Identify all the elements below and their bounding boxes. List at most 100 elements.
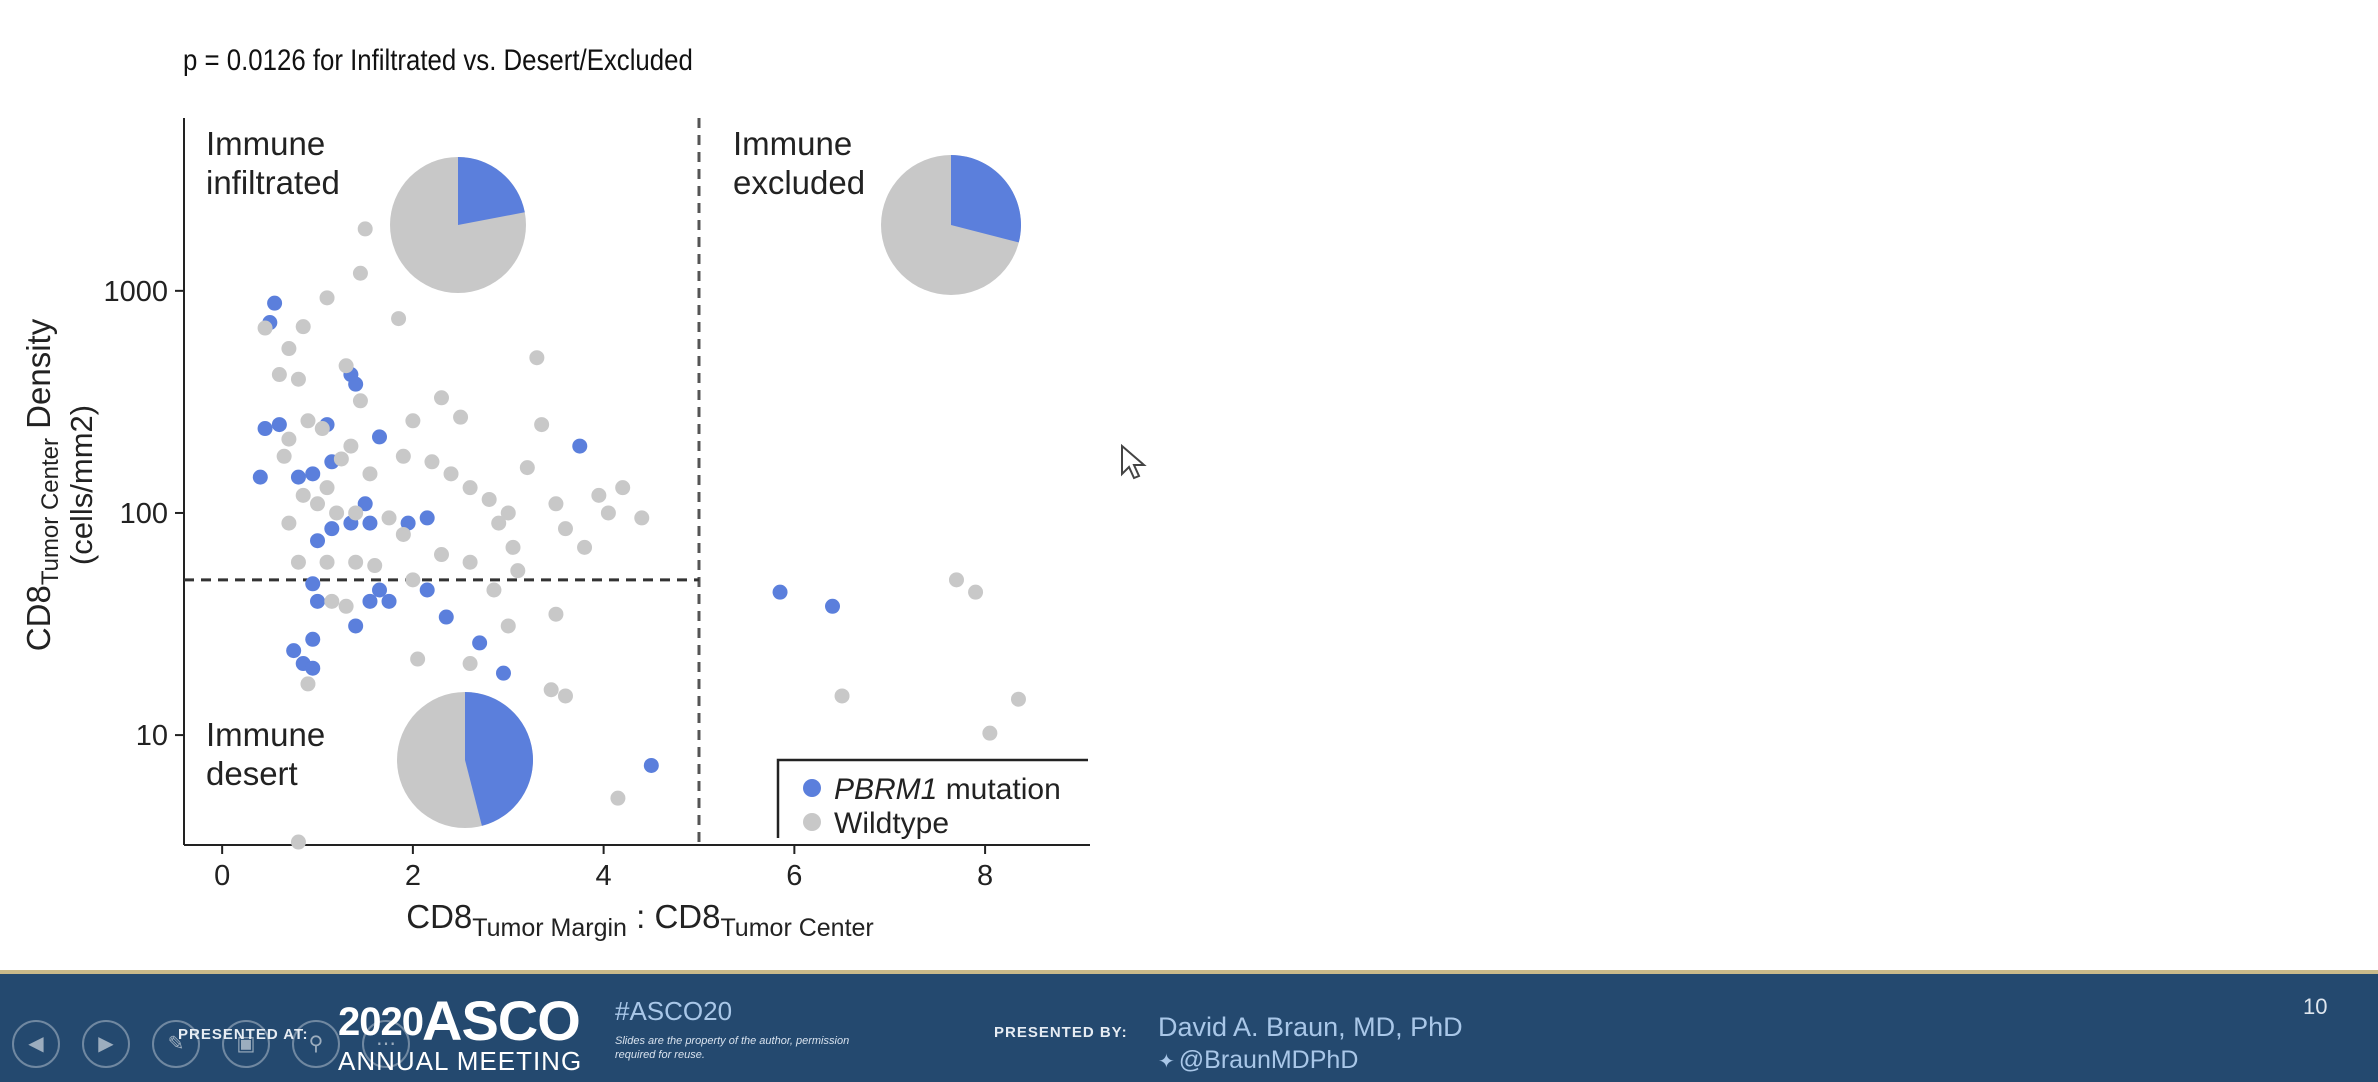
pie-mutation-slice-desert	[465, 692, 533, 826]
wildtype-point	[381, 510, 397, 526]
wildtype-point	[968, 584, 984, 600]
disclaimer: Slides are the property of the author, p…	[615, 1035, 850, 1061]
wildtype-point	[405, 413, 421, 429]
quadrant-label-infiltrated: Immune	[206, 125, 325, 162]
x-axis-title: CD8Tumor Margin : CD8Tumor Center	[406, 898, 874, 942]
wildtype-point	[462, 656, 478, 672]
y-axis-title-line1: CD8Tumor Center Density	[20, 318, 64, 651]
x-tick-label: 8	[977, 860, 993, 892]
y-tick-label: 100	[120, 498, 168, 530]
hashtag: #ASCO20	[615, 996, 733, 1026]
mutation-point	[472, 635, 488, 651]
wildtype-point	[367, 558, 383, 574]
wildtype-point	[610, 790, 626, 806]
wildtype-point	[338, 358, 354, 374]
wildtype-point	[324, 593, 340, 609]
mutation-point	[372, 429, 388, 445]
mutation-point	[495, 665, 511, 681]
wildtype-point	[257, 320, 273, 336]
mutation-point	[267, 295, 283, 311]
y-tick-label: 10	[136, 720, 168, 752]
wildtype-point	[491, 515, 507, 531]
wildtype-point	[410, 651, 426, 667]
wildtype-point	[290, 371, 306, 387]
presented-by-label: PRESENTED BY:	[994, 1024, 1128, 1041]
mutation-point	[362, 593, 378, 609]
wildtype-point	[348, 505, 364, 521]
slides-grid-button[interactable]: ▣	[222, 1020, 270, 1068]
wildtype-point	[290, 554, 306, 570]
mutation-point	[290, 469, 306, 485]
wildtype-point	[500, 618, 516, 634]
wildtype-point	[300, 676, 316, 692]
legend-label: Wildtype	[834, 807, 949, 840]
chart-marks	[252, 221, 1026, 850]
mutation-point	[348, 376, 364, 392]
wildtype-point	[948, 572, 964, 588]
wildtype-point	[433, 547, 449, 563]
x-tick-label: 6	[786, 860, 802, 892]
wildtype-point	[557, 688, 573, 704]
wildtype-point	[548, 496, 564, 512]
next-icon: ▶	[98, 1033, 114, 1055]
mutation-point	[357, 496, 373, 512]
wildtype-point	[295, 319, 311, 335]
y-tick-label: 1000	[103, 276, 168, 308]
wildtype-point	[462, 554, 478, 570]
wildtype-point	[319, 290, 335, 306]
wildtype-point	[600, 505, 616, 521]
pen-button[interactable]: ✎	[152, 1020, 200, 1068]
mutation-point	[252, 469, 268, 485]
legend-frame	[776, 758, 1088, 838]
wildtype-point	[982, 725, 998, 741]
wildtype-point	[343, 438, 359, 454]
wildtype-point	[534, 417, 550, 433]
mutation-point	[419, 582, 435, 598]
mutation-point	[324, 521, 340, 537]
wildtype-point	[577, 539, 593, 555]
wildtype-point	[486, 582, 502, 598]
twitter-handle-row: ✦ @BraunMDPhD	[1158, 1046, 1358, 1075]
grid-icon: ▣	[236, 1033, 256, 1055]
wildtype-point	[500, 505, 516, 521]
wildtype-point	[505, 539, 521, 555]
wildtype-point	[295, 487, 311, 503]
mutation-point	[419, 510, 435, 526]
wildtype-point	[395, 448, 411, 464]
more-options-button[interactable]: ⋯	[362, 1020, 410, 1068]
mutation-point	[286, 643, 302, 659]
legend-label: PBRM1 mutation	[834, 773, 1061, 806]
pen-icon: ✎	[167, 1033, 185, 1055]
chart-pies	[390, 155, 1021, 828]
mutation-point	[772, 584, 788, 600]
wildtype-point	[543, 682, 559, 698]
wildtype-point	[634, 510, 650, 526]
x-tick-label: 2	[405, 860, 421, 892]
zoom-icon: ⚲	[308, 1033, 324, 1055]
footer-bar: ◀ ▶ ✎ ▣ ⚲ ⋯ PRESENTED AT: 2020 ASCO ANNU…	[0, 970, 2378, 1082]
mutation-point	[362, 515, 378, 531]
twitter-handle: @BraunMDPhD	[1178, 1046, 1359, 1074]
x-tick-label: 0	[214, 860, 230, 892]
zoom-button[interactable]: ⚲	[292, 1020, 340, 1068]
slide: p = 0.0126 for Infiltrated vs. Desert/Ex…	[20, 44, 1147, 942]
mutation-point	[572, 438, 588, 454]
wildtype-point	[310, 496, 326, 512]
prev-slide-button[interactable]: ◀	[12, 1020, 60, 1068]
wildtype-point	[405, 572, 421, 588]
mutation-point	[348, 618, 364, 634]
quadrant-label-infiltrated: infiltrated	[206, 164, 340, 201]
wildtype-point	[424, 454, 440, 470]
next-slide-button[interactable]: ▶	[82, 1020, 130, 1068]
mutation-point	[310, 533, 326, 549]
wildtype-point	[362, 466, 378, 482]
wildtype-point	[834, 688, 850, 704]
pie-mutation-slice-excluded	[951, 155, 1021, 243]
mutation-point	[257, 421, 273, 437]
scatter-chart: 0 2 4 6 8 10 100 1000 CD8Tumor Margin : CD8Tumo…	[20, 118, 1090, 942]
wildtype-point	[433, 390, 449, 406]
p-value-text: p = 0.0126 for Infiltrated vs. Desert/Ex…	[183, 44, 693, 77]
wildtype-point	[281, 341, 297, 357]
mutation-point	[438, 609, 454, 625]
